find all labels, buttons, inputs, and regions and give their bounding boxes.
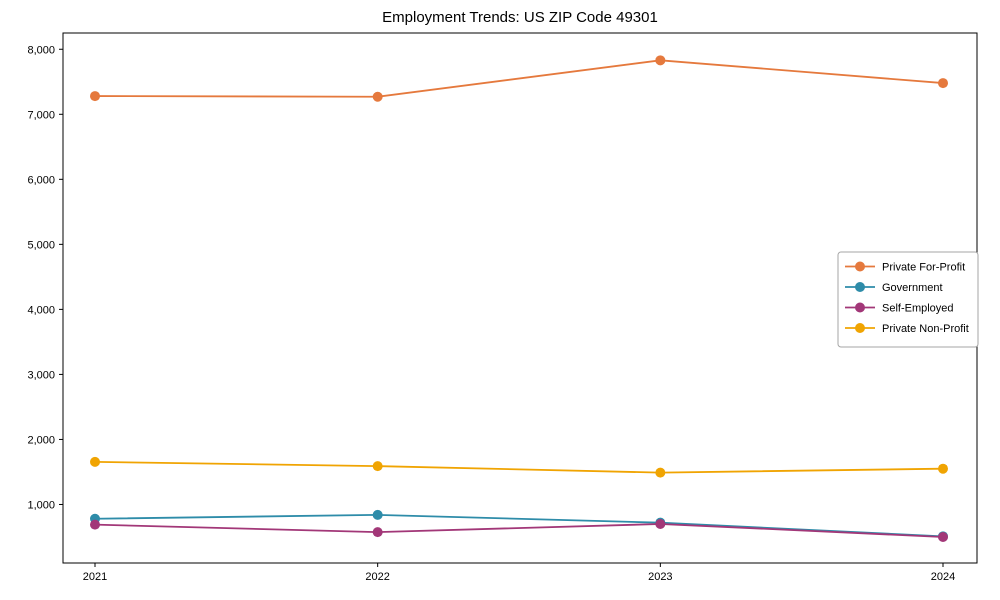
legend-marker <box>855 323 865 333</box>
series-point-self-employed <box>938 531 948 542</box>
series-line-private-non-profit <box>94 460 944 474</box>
y-axis-tick-label: 4,000 <box>27 304 55 316</box>
series-point-private-for-profit <box>938 78 948 89</box>
legend-label: Self-Employed <box>882 303 954 315</box>
series-point-private-for-profit <box>372 91 383 102</box>
legend-marker <box>855 282 865 292</box>
y-axis-tick-label: 1,000 <box>27 499 55 511</box>
series-point-government <box>372 509 383 520</box>
y-axis-tick-label: 5,000 <box>27 239 55 251</box>
series-point-private-non-profit <box>938 463 948 474</box>
x-axis-tick-label: 2024 <box>931 571 955 583</box>
legend-label: Private For-Profit <box>882 262 965 274</box>
chart-title: Employment Trends: US ZIP Code 49301 <box>382 9 658 26</box>
series-point-self-employed <box>372 527 383 538</box>
series-point-private-for-profit <box>90 91 100 102</box>
y-axis-tick-label: 2,000 <box>27 434 55 446</box>
legend-marker <box>855 302 865 313</box>
x-axis-tick-label: 2023 <box>648 571 672 583</box>
series-line-self-employed <box>94 523 944 538</box>
legend-label: Private Non-Profit <box>882 323 969 335</box>
y-axis-tick-label: 8,000 <box>27 44 55 56</box>
series-point-self-employed <box>655 518 666 529</box>
y-axis-tick-label: 7,000 <box>27 109 55 121</box>
series-point-private-non-profit <box>655 467 666 478</box>
y-axis-tick-label: 6,000 <box>27 174 55 186</box>
legend-box <box>837 251 979 348</box>
x-axis-tick-label: 2022 <box>365 571 389 583</box>
series-line-government <box>94 513 944 538</box>
series-point-self-employed <box>90 519 100 530</box>
x-axis-tick-label: 2021 <box>83 571 107 583</box>
legend-marker <box>855 261 865 272</box>
series-line-private-for-profit <box>94 59 944 98</box>
series-point-private-non-profit <box>372 461 383 472</box>
series-point-private-for-profit <box>655 55 666 66</box>
y-axis-tick-label: 3,000 <box>27 369 55 381</box>
legend-label: Government <box>882 282 943 294</box>
series-point-private-non-profit <box>90 456 100 467</box>
